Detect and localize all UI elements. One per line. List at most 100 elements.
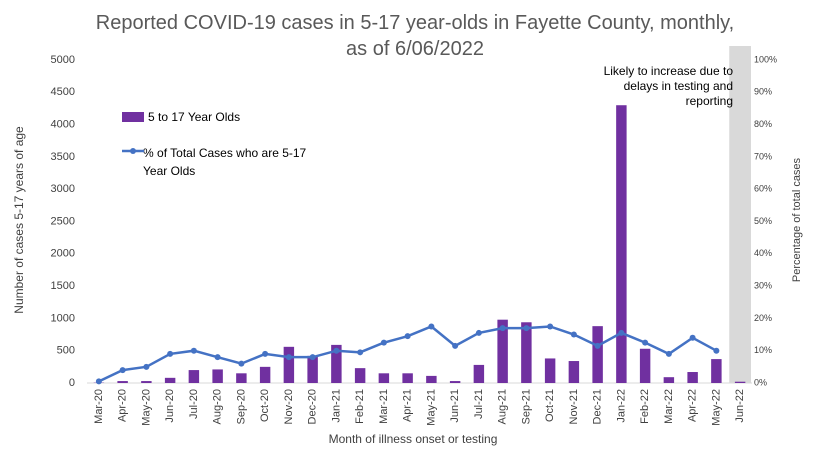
x-tick-label: Jan-22 xyxy=(615,389,627,423)
y2-tick-label: 70% xyxy=(754,151,772,161)
legend-item: 5 to 17 Year Olds xyxy=(122,108,240,126)
line-point xyxy=(642,339,649,346)
legend-line-icon xyxy=(122,148,144,154)
x-tick-label: Sep-20 xyxy=(235,389,247,424)
x-tick-label: Dec-21 xyxy=(592,389,604,424)
y2-tick-label: 90% xyxy=(754,87,772,97)
bar xyxy=(687,372,698,383)
bar xyxy=(497,319,508,383)
bar xyxy=(236,373,247,383)
legend-swatch xyxy=(122,144,144,162)
y2-tick-label: 20% xyxy=(754,313,772,323)
line-point xyxy=(618,329,625,336)
x-tick-label: Sep-21 xyxy=(520,389,532,424)
bar xyxy=(544,358,556,383)
line-point xyxy=(428,323,435,330)
line-point xyxy=(547,323,554,330)
line-point xyxy=(594,342,601,349)
bar xyxy=(711,359,722,383)
x-tick-label: Jul-21 xyxy=(473,389,485,419)
bar xyxy=(283,346,295,383)
line-point xyxy=(357,349,364,356)
y-tick-label: 2500 xyxy=(51,215,75,227)
y2-tick-label: 10% xyxy=(754,345,772,355)
x-tick-label: Jun-22 xyxy=(734,389,746,423)
y-tick-label: 0 xyxy=(69,377,75,389)
y2-tick-label: 80% xyxy=(754,119,772,129)
x-tick-label: Feb-22 xyxy=(639,389,651,424)
bar xyxy=(141,381,152,383)
x-tick-label: Jul-20 xyxy=(188,389,200,419)
line-point xyxy=(713,347,720,354)
x-tick-label: Mar-21 xyxy=(378,389,390,424)
annotation: Likely to increase due to delays in test… xyxy=(603,64,733,108)
bar xyxy=(354,368,366,383)
x-tick-label: Apr-21 xyxy=(402,389,414,422)
bar xyxy=(663,377,675,383)
y2-tick-label: 30% xyxy=(754,280,772,290)
bar xyxy=(568,361,580,383)
x-tick-label: Aug-20 xyxy=(212,389,224,424)
bar xyxy=(639,348,651,383)
line-point xyxy=(452,342,459,349)
y2-axis-label: Percentage of total cases xyxy=(791,157,803,282)
line-point xyxy=(499,325,506,332)
y-tick-label: 2000 xyxy=(51,248,75,260)
x-tick-label: Jun-21 xyxy=(449,389,461,423)
x-tick-label: Feb-21 xyxy=(354,389,366,424)
x-tick-label: May-20 xyxy=(140,389,152,426)
line-point xyxy=(167,350,174,357)
y-tick-label: 1500 xyxy=(51,280,75,292)
bar xyxy=(592,326,603,383)
bar xyxy=(473,364,485,383)
bar xyxy=(616,105,627,383)
x-tick-label: Aug-21 xyxy=(497,389,509,424)
line-point xyxy=(309,354,316,361)
line-point xyxy=(404,333,411,340)
line-point xyxy=(190,347,197,354)
line-point xyxy=(475,329,482,336)
incomplete-shade xyxy=(729,46,751,383)
y-tick-label: 3500 xyxy=(51,151,75,163)
x-tick-label: Jun-20 xyxy=(164,389,176,423)
chart-title: Reported COVID-19 cases in 5-17 year-old… xyxy=(95,12,735,60)
y2-tick-label: 40% xyxy=(754,248,772,258)
legend-label: 5 to 17 Year Olds xyxy=(148,110,241,124)
x-tick-label: Nov-20 xyxy=(283,389,295,424)
legend-dot xyxy=(130,148,136,154)
x-tick-label: Mar-22 xyxy=(663,389,675,424)
y-tick-label: 3000 xyxy=(51,183,75,195)
x-tick-label: Dec-20 xyxy=(307,389,319,424)
x-tick-label: Oct-20 xyxy=(259,389,271,422)
bar xyxy=(402,373,413,383)
legend-swatch xyxy=(122,112,144,122)
x-tick-label: Nov-21 xyxy=(568,389,580,424)
y-tick-label: 1000 xyxy=(51,312,75,324)
bar xyxy=(259,366,271,383)
line-point xyxy=(333,347,340,354)
line-point xyxy=(95,378,102,385)
line-point xyxy=(285,354,292,361)
y-tick-label: 4000 xyxy=(51,119,75,131)
y-tick-label: 500 xyxy=(57,345,75,357)
bar xyxy=(188,370,200,383)
line-point xyxy=(689,334,696,341)
x-tick-label: Apr-20 xyxy=(117,389,129,422)
x-tick-label: May-22 xyxy=(710,389,722,426)
y-tick-label: 4500 xyxy=(51,86,75,98)
y2-tick-label: 50% xyxy=(754,216,772,226)
x-axis-label: Month of illness onset or testing xyxy=(329,432,498,446)
line-point xyxy=(119,367,126,374)
x-tick-label: May-21 xyxy=(425,389,437,426)
y2-tick-label: 100% xyxy=(754,54,777,64)
line-point xyxy=(570,331,577,338)
line-point xyxy=(143,363,150,370)
x-tick-label: Jan-21 xyxy=(330,389,342,423)
line-point xyxy=(665,350,672,357)
bar xyxy=(307,355,318,383)
legend-item: % of Total Cases who are 5-17 Year Olds xyxy=(122,144,312,180)
x-tick-label: Mar-20 xyxy=(93,389,105,424)
bar xyxy=(426,375,437,383)
